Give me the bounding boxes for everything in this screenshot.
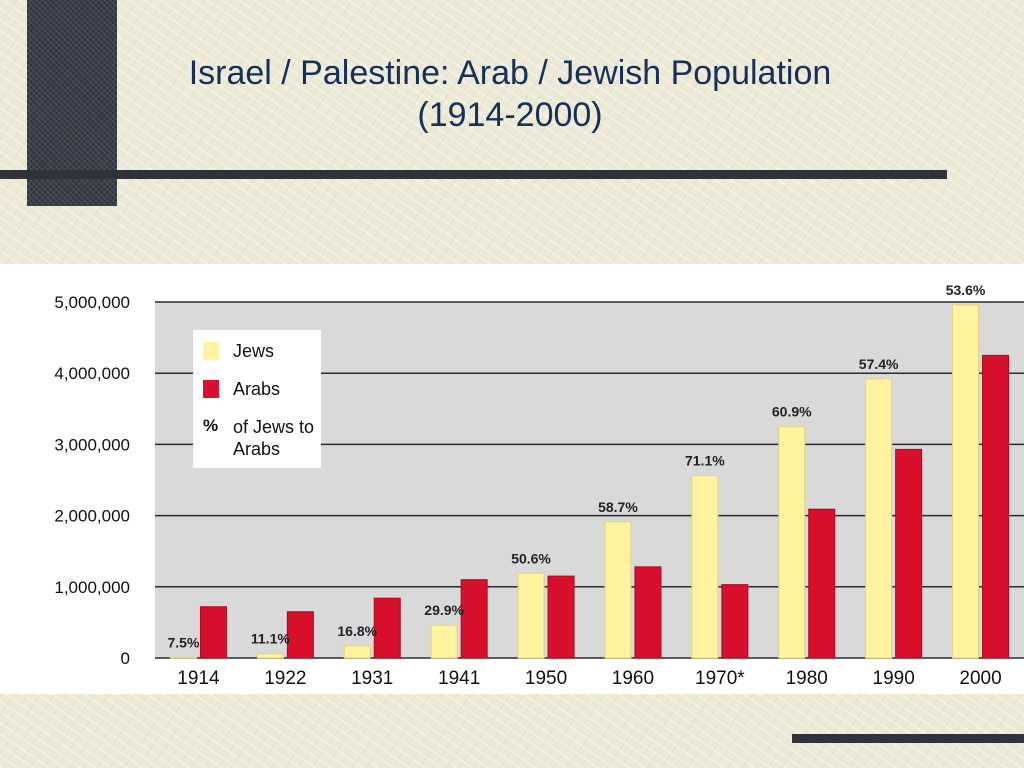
bar-jews — [865, 378, 893, 659]
bar-arabs — [199, 606, 227, 659]
x-tick-label: 1960 — [612, 668, 654, 689]
population-bar-chart: 0 1,000,000 2,000,000 3,000,000 4,000,000 5,0… — [54, 282, 1024, 689]
bar-jews — [169, 656, 197, 659]
legend-item-percent: % of Jews to Arabs — [203, 416, 321, 459]
legend-item-arabs: Arabs — [203, 378, 321, 416]
x-tick-label: 1931 — [351, 668, 393, 689]
slide-title: Israel / Palestine: Arab / Jewish Popula… — [130, 52, 890, 136]
bar-arabs — [982, 354, 1010, 659]
legend-label-arabs: Arabs — [233, 379, 281, 399]
bar-arabs — [460, 579, 488, 659]
y-tick-label: 4,000,000 — [54, 364, 130, 383]
x-tick-label: 1950 — [525, 668, 567, 689]
slide-title-line1: Israel / Palestine: Arab / Jewish Popula… — [188, 54, 832, 92]
x-tick-label: 2000 — [959, 668, 1001, 689]
title-divider — [0, 170, 947, 179]
bar-arabs — [373, 597, 401, 659]
percent-label: 57.4% — [859, 356, 899, 372]
y-tick-label: 3,000,000 — [54, 435, 130, 454]
percent-label: 60.9% — [772, 404, 812, 420]
y-tick-label: 0 — [121, 649, 130, 668]
x-tick-label: 1990 — [873, 668, 915, 689]
y-tick-label: 2,000,000 — [54, 507, 130, 526]
chart-panel: 0 1,000,000 2,000,000 3,000,000 4,000,000 5,0… — [0, 264, 1024, 694]
percent-label: 53.6% — [946, 282, 986, 298]
y-tick-label: 1,000,000 — [54, 578, 130, 597]
percent-label: 71.1% — [685, 453, 725, 469]
bar-arabs — [721, 584, 749, 659]
chart-legend: Jews Arabs % of Jews to Arabs — [193, 330, 321, 468]
x-tick-label: 1970* — [695, 668, 745, 689]
legend-swatch-arabs — [203, 380, 219, 398]
bar-arabs — [634, 566, 662, 659]
x-tick-label: 1914 — [177, 668, 220, 689]
bar-jews — [343, 645, 371, 659]
percent-label: 50.6% — [511, 550, 551, 566]
x-tick-label: 1941 — [438, 668, 480, 689]
bar-arabs — [895, 448, 923, 659]
percent-label: 7.5% — [167, 634, 199, 650]
bar-jews — [952, 304, 980, 659]
bar-jews — [778, 426, 806, 659]
x-tick-label: 1980 — [786, 668, 828, 689]
bar-arabs — [547, 575, 575, 659]
bar-arabs — [286, 611, 314, 659]
legend-swatch-jews — [203, 342, 219, 360]
legend-label-jews: Jews — [233, 341, 275, 361]
percent-label: 58.7% — [598, 499, 638, 515]
percent-label: 11.1% — [251, 631, 290, 647]
legend-percent-symbol: % — [203, 416, 219, 435]
bar-arabs — [808, 508, 836, 659]
percent-label: 29.9% — [424, 602, 464, 618]
legend-label-percent: of Jews to Arabs — [233, 417, 315, 459]
y-tick-label: 5,000,000 — [54, 293, 130, 312]
bar-jews — [604, 521, 632, 659]
slide-title-line2: (1914-2000) — [417, 96, 603, 134]
legend-item-jews: Jews — [203, 340, 321, 378]
bar-jews — [517, 572, 545, 659]
x-tick-label: 1922 — [264, 668, 306, 689]
bar-jews — [430, 624, 458, 659]
footer-divider — [792, 734, 1024, 743]
bar-jews — [691, 475, 719, 659]
bar-jews — [256, 653, 284, 659]
percent-label: 16.8% — [337, 623, 377, 639]
